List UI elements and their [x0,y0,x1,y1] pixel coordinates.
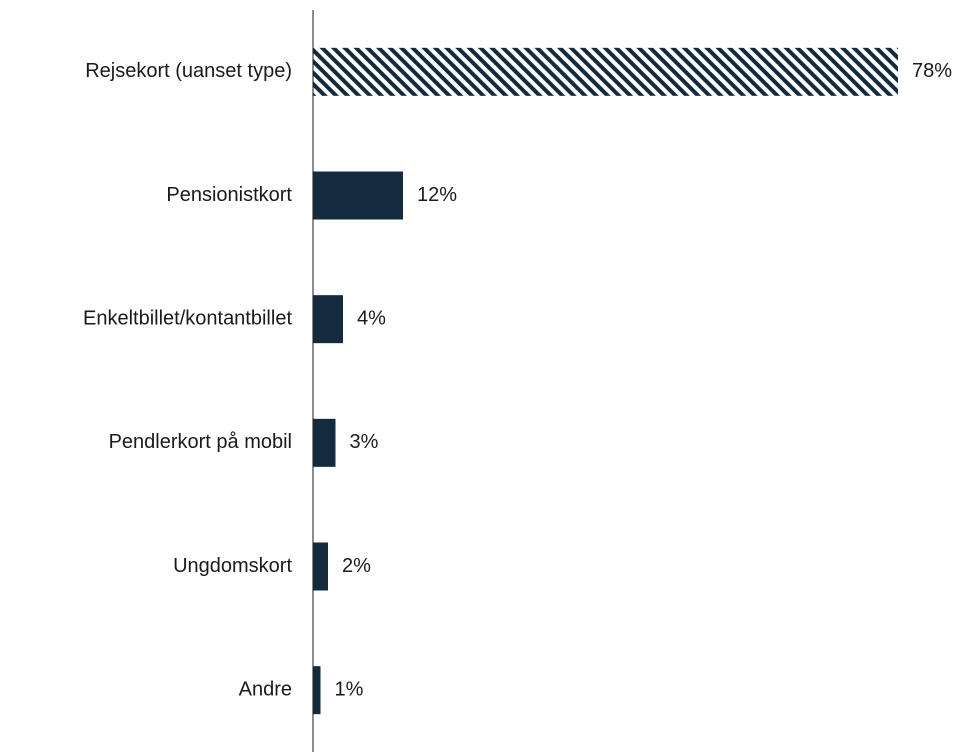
value-label: 12% [417,184,457,206]
category-label: Rejsekort (uanset type) [85,60,292,82]
bar [313,418,336,467]
value-label: 3% [350,431,379,453]
bar [313,542,328,591]
category-label: Pensionistkort [166,184,292,206]
bar [313,666,321,715]
category-label: Andre [239,678,292,700]
category-label: Ungdomskort [173,555,292,577]
value-label: 78% [912,60,952,82]
bar [313,171,403,220]
category-label: Pendlerkort på mobil [109,431,292,453]
value-label: 1% [335,678,364,700]
value-label: 4% [357,307,386,329]
bar [313,295,343,344]
value-label: 2% [342,555,371,577]
bar [313,47,898,96]
category-label: Enkeltbillet/kontantbillet [83,307,292,329]
